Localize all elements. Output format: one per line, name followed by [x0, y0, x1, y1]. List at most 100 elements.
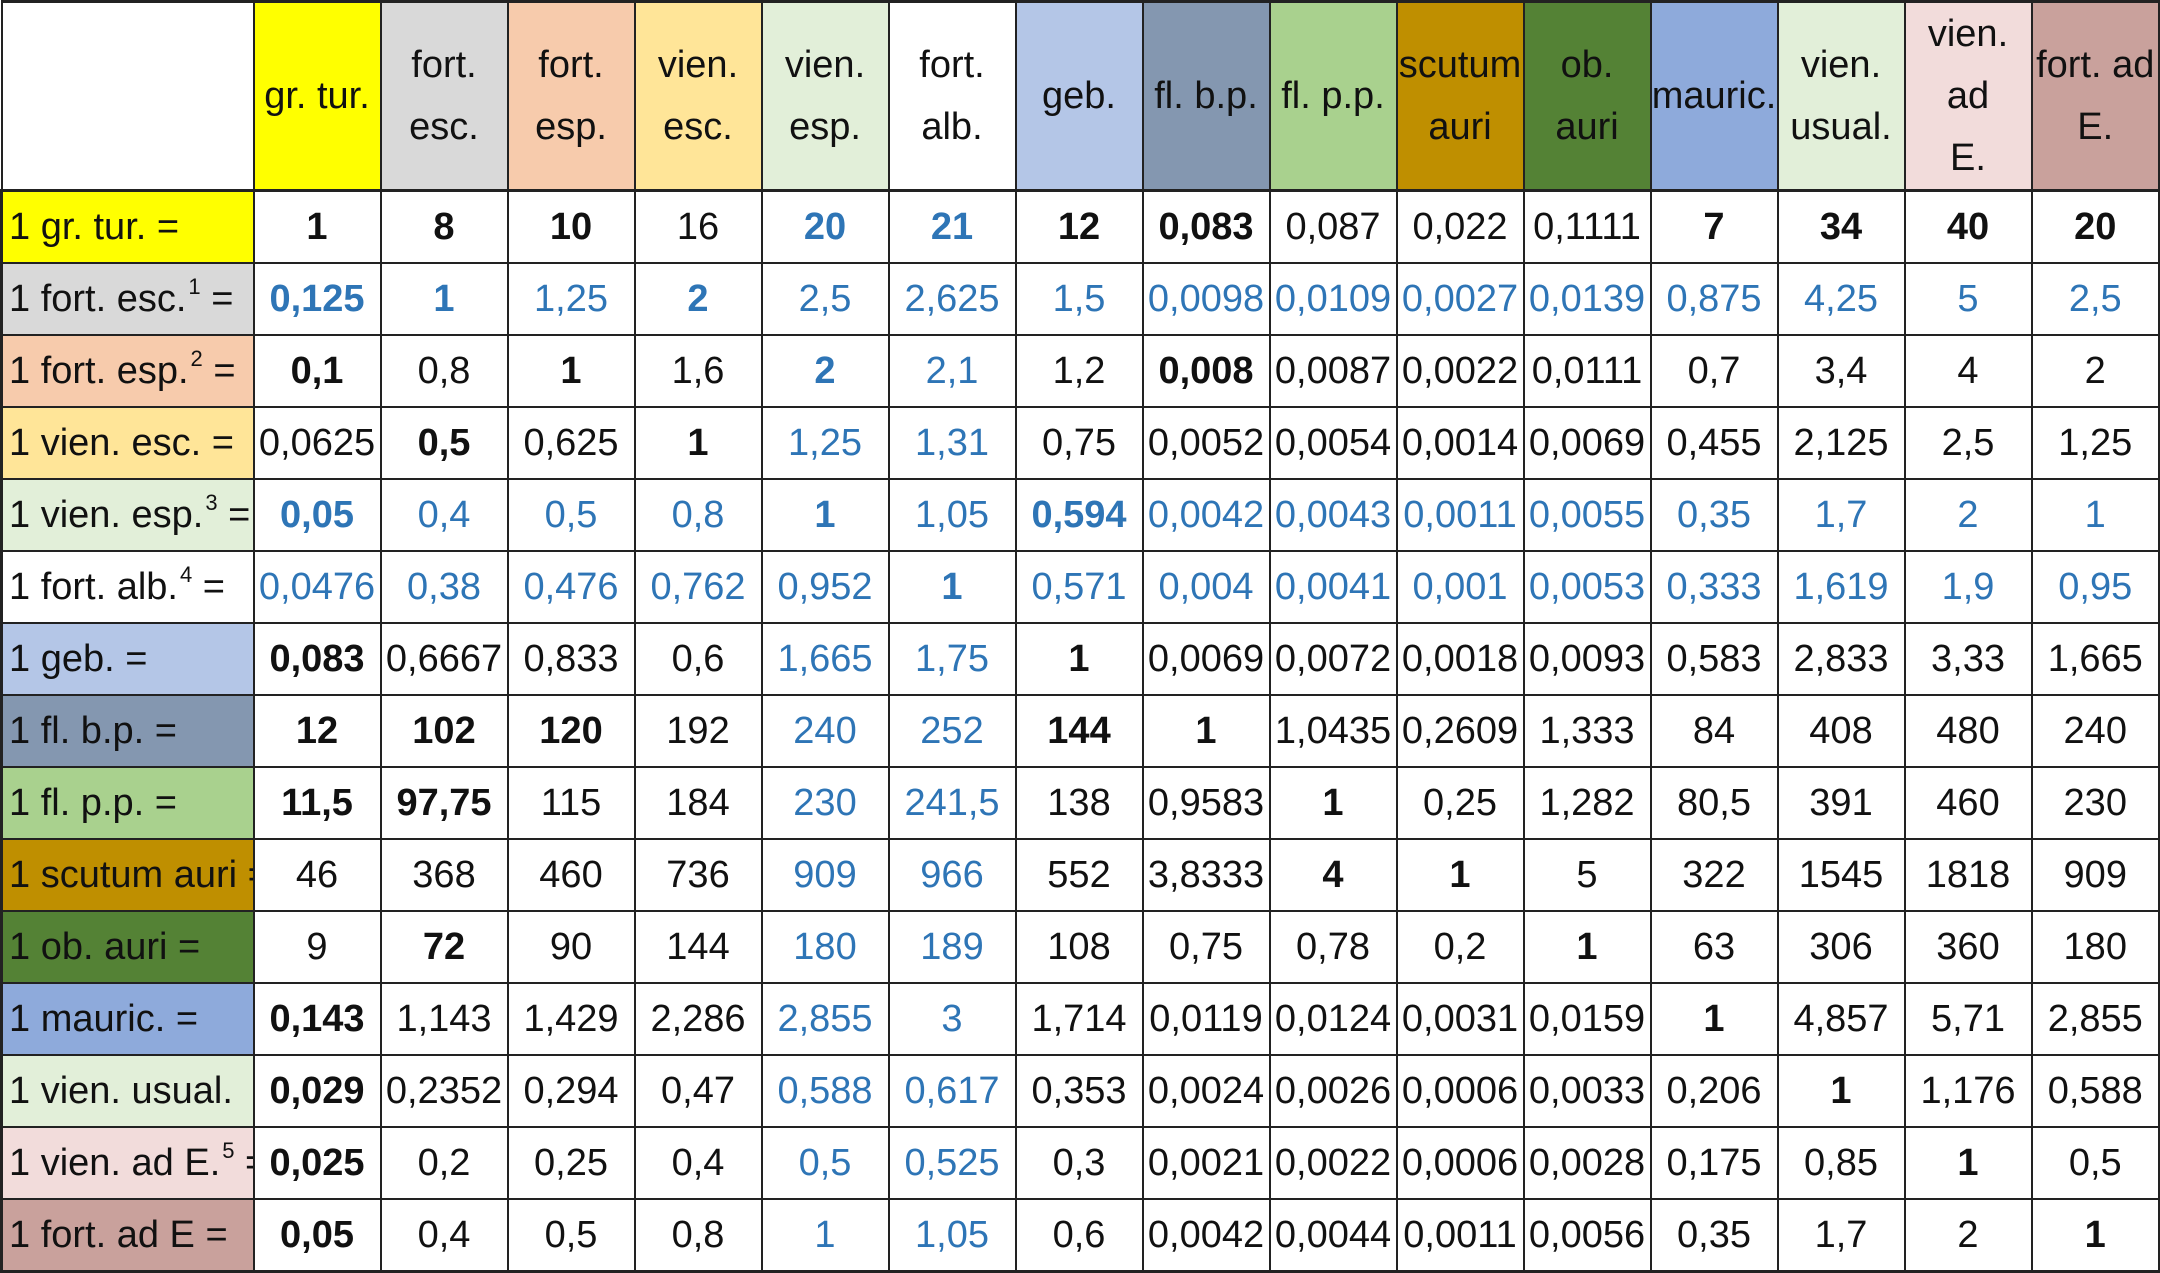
footnote-marker: 1 — [188, 273, 201, 299]
table-cell: 0,594 — [1014, 478, 1144, 552]
table-cell: 192 — [633, 694, 763, 768]
table-cell: 4 — [1268, 838, 1398, 912]
table-cell: 2,125 — [1776, 406, 1906, 480]
table-cell: 0,5 — [2030, 1126, 2160, 1200]
table-cell: 4 — [1903, 334, 2033, 408]
table-cell: 1 — [506, 334, 636, 408]
table-cell: 0,025 — [252, 1126, 382, 1200]
table-cell: 0,47 — [633, 1054, 763, 1128]
table-cell: 0,5 — [760, 1126, 890, 1200]
table-cell: 144 — [1014, 694, 1144, 768]
table-cell: 1 — [760, 478, 890, 552]
table-cell: 0,0087 — [1268, 334, 1398, 408]
column-header: mauric. — [1649, 0, 1779, 192]
table-cell: 322 — [1649, 838, 1779, 912]
row-label-suffix: = — [192, 565, 225, 608]
table-cell: 252 — [887, 694, 1017, 768]
table-cell: 1,31 — [887, 406, 1017, 480]
table-cell: 0,38 — [379, 550, 509, 624]
column-header: fort. ad E. — [2030, 0, 2160, 192]
table-cell: 102 — [379, 694, 509, 768]
row-label: 1 fort. alb.4 = — [0, 550, 255, 624]
table-cell: 4,25 — [1776, 262, 1906, 336]
table-cell: 0,0042 — [1141, 1198, 1271, 1273]
table-cell: 0,588 — [760, 1054, 890, 1128]
table-cell: 460 — [506, 838, 636, 912]
table-cell: 16 — [633, 189, 763, 264]
table-cell: 0,0041 — [1268, 550, 1398, 624]
table-cell: 0,0139 — [1522, 262, 1652, 336]
table-cell: 0,0055 — [1522, 478, 1652, 552]
row-label: 1 vien. esp.3 = — [0, 478, 255, 552]
table-cell: 1,7 — [1776, 478, 1906, 552]
table-cell: 0,294 — [506, 1054, 636, 1128]
table-row: 1 fl. p.p. = 11,5 97,75 115 184 230 241,5 138 0,… — [0, 766, 2160, 840]
table-cell: 360 — [1903, 910, 2033, 984]
table-cell: 0,0093 — [1522, 622, 1652, 696]
row-label-text: 1 geb. = — [9, 637, 148, 680]
table-cell: 1,5 — [1014, 262, 1144, 336]
row-label-suffix: = — [202, 349, 236, 392]
column-header: geb. — [1014, 0, 1144, 192]
table-row: 1 vien. esp.3 = 0,05 0,4 0,5 0,8 1 1,05 0,594 0,… — [0, 478, 2160, 552]
table-cell: 0,083 — [252, 622, 382, 696]
row-label: 1 fort. esp.2 = — [0, 334, 255, 408]
table-cell: 3,33 — [1903, 622, 2033, 696]
row-label: 1 fort. ad E = — [0, 1198, 255, 1273]
table-cell: 0,455 — [1649, 406, 1779, 480]
table-cell: 0,0042 — [1141, 478, 1271, 552]
table-cell: 0,0069 — [1522, 406, 1652, 480]
table-cell: 1 — [1776, 1054, 1906, 1128]
table-cell: 0,0043 — [1268, 478, 1398, 552]
table-cell: 0,6667 — [379, 622, 509, 696]
table-cell: 2,5 — [760, 262, 890, 336]
table-cell: 2,855 — [760, 982, 890, 1056]
table-cell: 0,0031 — [1395, 982, 1525, 1056]
table-cell: 1,665 — [2030, 622, 2160, 696]
table-cell: 4,857 — [1776, 982, 1906, 1056]
table-cell: 144 — [633, 910, 763, 984]
table-cell: 0,0028 — [1522, 1126, 1652, 1200]
table-cell: 408 — [1776, 694, 1906, 768]
row-label-suffix: = — [217, 493, 251, 536]
table-cell: 0,0069 — [1141, 622, 1271, 696]
table-cell: 1 — [1649, 982, 1779, 1056]
table-cell: 115 — [506, 766, 636, 840]
table-cell: 0,476 — [506, 550, 636, 624]
table-cell: 0,0014 — [1395, 406, 1525, 480]
row-label-text: 1 fort. esp. — [9, 349, 189, 392]
column-header: vien. ad E. — [1903, 0, 2033, 192]
table-cell: 0,353 — [1014, 1054, 1144, 1128]
table-cell: 1,7 — [1776, 1198, 1906, 1273]
table-cell: 1 — [633, 406, 763, 480]
table-cell: 46 — [252, 838, 382, 912]
table-cell: 0,1 — [252, 334, 382, 408]
table-cell: 0,7 — [1649, 334, 1779, 408]
table-cell: 1,6 — [633, 334, 763, 408]
table-cell: 0,4 — [379, 1198, 509, 1273]
table-cell: 184 — [633, 766, 763, 840]
table-cell: 108 — [1014, 910, 1144, 984]
row-label-text: 1 gr. tur. = — [9, 205, 180, 248]
table-cell: 1 — [379, 262, 509, 336]
table-cell: 1,2 — [1014, 334, 1144, 408]
table-cell: 21 — [887, 189, 1017, 264]
table-cell: 2 — [1903, 1198, 2033, 1273]
table-cell: 0,8 — [379, 334, 509, 408]
table-cell: 5,71 — [1903, 982, 2033, 1056]
column-header: vien. esc. — [633, 0, 763, 192]
table-cell: 0,4 — [379, 478, 509, 552]
table-cell: 909 — [2030, 838, 2160, 912]
table-cell: 1,282 — [1522, 766, 1652, 840]
table-cell: 10 — [506, 189, 636, 264]
column-header-line-1: fort. — [538, 44, 604, 86]
table-cell: 1 — [1903, 1126, 2033, 1200]
table-cell: 480 — [1903, 694, 2033, 768]
table-cell: 1,665 — [760, 622, 890, 696]
table-cell: 120 — [506, 694, 636, 768]
table-cell: 1545 — [1776, 838, 1906, 912]
table-cell: 0,95 — [2030, 550, 2160, 624]
table-cell: 0,029 — [252, 1054, 382, 1128]
column-header: fl. b.p. — [1141, 0, 1271, 192]
table-cell: 12 — [1014, 189, 1144, 264]
